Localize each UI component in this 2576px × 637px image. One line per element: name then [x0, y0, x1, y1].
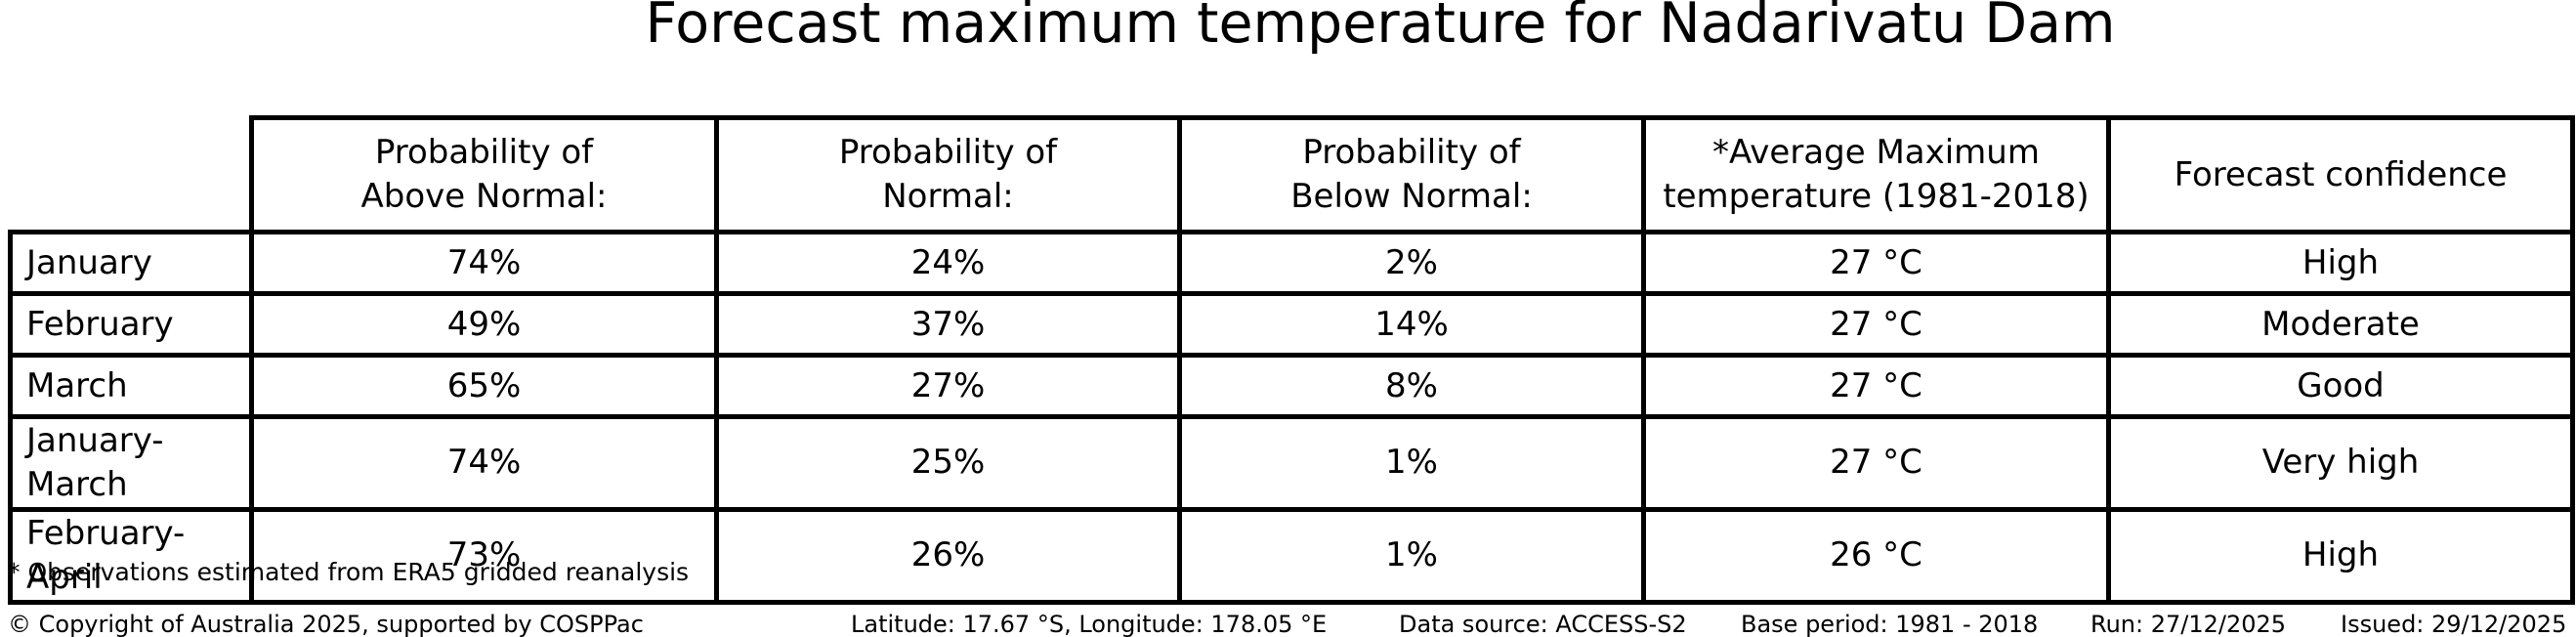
cell-confidence: High	[2106, 506, 2575, 605]
base-period-text: Base period: 1981 - 2018	[1741, 611, 2039, 637]
issued-date-text: Issued: 29/12/2025	[2341, 611, 2567, 637]
cell-average-temperature: 26 °C	[1641, 506, 2111, 605]
location-text: Latitude: 17.67 °S, Longitude: 178.05 °E	[851, 611, 1328, 637]
table-row-january-march: January-March 74% 25% 1% 27 °C Very high	[8, 414, 2575, 512]
cell-below-normal: 1%	[1177, 414, 1646, 512]
cell-normal: 26%	[714, 506, 1182, 605]
cell-normal: 24%	[714, 230, 1182, 296]
table-header-row: Probability of Above Normal: Probability…	[10, 115, 2575, 234]
cell-below-normal: 8%	[1177, 353, 1646, 419]
cell-below-normal: 2%	[1177, 230, 1646, 296]
row-label: February-April	[8, 506, 254, 605]
column-header-average-max-temperature: *Average Maximum temperature (1981-2018)	[1641, 115, 2111, 234]
cell-average-temperature: 27 °C	[1641, 414, 2111, 512]
cell-normal: 27%	[714, 353, 1182, 419]
cell-confidence: Good	[2106, 353, 2575, 419]
figure-title: Forecast maximum temperature for Nadariv…	[645, 0, 2116, 56]
cell-average-temperature: 27 °C	[1641, 291, 2111, 358]
forecast-table: Probability of Above Normal: Probability…	[8, 115, 2575, 605]
blank-corner-cell	[10, 117, 252, 233]
row-label: January	[8, 230, 254, 296]
table-row-february: February 49% 37% 14% 27 °C Moderate	[8, 291, 2575, 358]
cell-confidence: Very high	[2106, 414, 2575, 512]
cell-confidence: Moderate	[2106, 291, 2575, 358]
row-label: March	[8, 353, 254, 419]
copyright-text: © Copyright of Australia 2025, supported…	[8, 611, 644, 637]
cell-below-normal: 14%	[1177, 291, 1646, 358]
cell-above-normal: 74%	[249, 414, 719, 512]
cell-average-temperature: 27 °C	[1641, 230, 2111, 296]
data-source-text: Data source: ACCESS-S2	[1399, 611, 1687, 637]
table-row-january: January 74% 24% 2% 27 °C High	[8, 230, 2575, 296]
row-label: January-March	[8, 414, 254, 512]
cell-below-normal: 1%	[1177, 506, 1646, 605]
cell-confidence: High	[2106, 230, 2575, 296]
cell-above-normal: 49%	[249, 291, 719, 358]
cell-above-normal: 65%	[249, 353, 719, 419]
row-label: February	[8, 291, 254, 358]
column-header-above-normal: Probability of Above Normal:	[249, 115, 719, 234]
cell-average-temperature: 27 °C	[1641, 353, 2111, 419]
cell-normal: 25%	[714, 414, 1182, 512]
footnote: * Observations estimated from ERA5 gridd…	[8, 558, 690, 586]
column-header-below-normal: Probability of Below Normal:	[1177, 115, 1646, 234]
cell-above-normal: 74%	[249, 230, 719, 296]
cell-normal: 37%	[714, 291, 1182, 358]
table-row-february-april: February-April 73% 26% 1% 26 °C High	[8, 506, 2575, 605]
cell-above-normal: 73%	[249, 506, 719, 605]
run-date-text: Run: 27/12/2025	[2090, 611, 2287, 637]
table-row-march: March 65% 27% 8% 27 °C Good	[8, 353, 2575, 419]
column-header-normal: Probability of Normal:	[714, 115, 1182, 234]
column-header-forecast-confidence: Forecast confidence	[2106, 115, 2575, 234]
